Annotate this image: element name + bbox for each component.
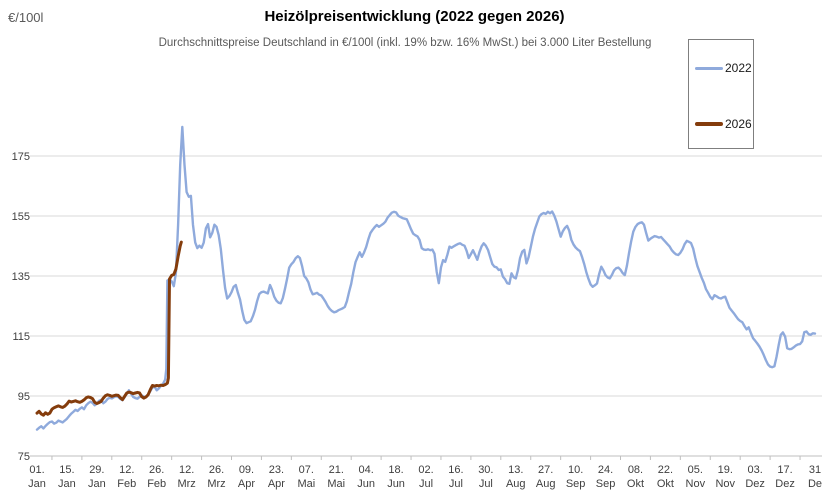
x-tick-label-month: Mai xyxy=(327,478,345,490)
x-tick-label-day: 29. xyxy=(89,464,104,476)
x-tick-label-day: 26. xyxy=(149,464,164,476)
x-tick-label-day: 04. xyxy=(359,464,374,476)
y-tick-label-135: 135 xyxy=(12,271,30,283)
x-tick-label-day: 21. xyxy=(329,464,344,476)
y-tick-label-175: 175 xyxy=(12,151,30,163)
y-tick-label-95: 95 xyxy=(18,391,30,403)
chart-title: Heizölpreisentwicklung (2022 gegen 2026) xyxy=(264,8,565,25)
x-tick-label-month: Jan xyxy=(58,478,76,490)
x-tick-label-day: 16. xyxy=(448,464,463,476)
x-tick-label-month: Jul xyxy=(449,478,463,490)
x-tick-label-day: 19. xyxy=(718,464,733,476)
x-tick-label-month: Aug xyxy=(506,478,526,490)
x-tick-label-month: Feb xyxy=(147,478,166,490)
x-tick-label-month: Mrz xyxy=(207,478,225,490)
x-tick-label-month: Mai xyxy=(297,478,315,490)
x-tick-label-month: Mrz xyxy=(177,478,195,490)
x-tick-label-month: Jan xyxy=(28,478,46,490)
x-tick-label-month: Jan xyxy=(88,478,106,490)
legend-line-sample-2022 xyxy=(695,66,723,70)
x-tick-label-day: 02. xyxy=(418,464,433,476)
x-tick-label-month: Feb xyxy=(117,478,136,490)
y-axis-labels: 75 95 115 135 155 175 xyxy=(12,151,30,463)
y-gridlines xyxy=(30,155,822,457)
x-tick-label-day: 30. xyxy=(478,464,493,476)
x-tick-label-month: Sep xyxy=(566,478,586,490)
y-tick-label-115: 115 xyxy=(12,331,30,343)
x-tick-label-month: Dez xyxy=(745,478,765,490)
legend-label-2026: 2026 xyxy=(725,117,752,131)
x-tick-label-month: Nov xyxy=(686,478,706,490)
legend-item-2026: 2026 xyxy=(695,117,752,131)
x-tick-label-day: 18. xyxy=(388,464,403,476)
legend-label-2022: 2022 xyxy=(725,61,752,75)
x-tick-label-month: Okt xyxy=(657,478,674,490)
series-line-2026 xyxy=(35,240,183,417)
x-tick-label-day: 12. xyxy=(119,464,134,476)
x-tick-label-day: 12. xyxy=(179,464,194,476)
legend: 2022 2026 xyxy=(688,39,754,149)
x-tick-label-day: 10. xyxy=(568,464,583,476)
x-tick-label-day: 22. xyxy=(658,464,673,476)
legend-line-sample-2026 xyxy=(695,122,723,126)
x-tick-label-month: Jun xyxy=(387,478,405,490)
x-tick-label-day: 24. xyxy=(598,464,613,476)
legend-item-2022: 2022 xyxy=(695,61,752,75)
x-tick-label-day: 08. xyxy=(628,464,643,476)
y-tick-label-75: 75 xyxy=(18,451,30,463)
x-tick-label-day: 09. xyxy=(239,464,254,476)
y-axis-unit-label: €/100l xyxy=(8,10,44,25)
x-tick-label-day: 15. xyxy=(59,464,74,476)
x-tick-label-month: Jul xyxy=(419,478,433,490)
x-tick-label-day: 01. xyxy=(29,464,44,476)
x-axis-ticks xyxy=(51,456,801,460)
x-tick-label-month: De xyxy=(808,478,822,490)
x-tick-label-month: Apr xyxy=(268,478,285,490)
x-tick-label-month: Sep xyxy=(596,478,616,490)
x-tick-label-day: 23. xyxy=(269,464,284,476)
x-tick-label-month: Nov xyxy=(715,478,735,490)
x-tick-label-month: Dez xyxy=(775,478,795,490)
chart-subtitle: Durchschnittspreise Deutschland in €/100… xyxy=(158,37,652,49)
x-tick-label-month: Apr xyxy=(238,478,255,490)
x-tick-label-month: Okt xyxy=(627,478,644,490)
x-tick-label-day: 27. xyxy=(538,464,553,476)
x-tick-label-month: Aug xyxy=(536,478,556,490)
x-tick-label-day: 13. xyxy=(508,464,523,476)
x-tick-label-day: 05. xyxy=(688,464,703,476)
x-tick-label-day: 07. xyxy=(299,464,314,476)
x-tick-label-month: Jun xyxy=(357,478,375,490)
x-axis-labels: 01. Jan 15. Jan 29. Jan 12. Feb 26. Feb 12. Mrz 26. M… xyxy=(28,464,822,490)
series-line-2022 xyxy=(35,125,817,431)
y-tick-label-155: 155 xyxy=(12,211,30,223)
x-tick-label-day: 17. xyxy=(777,464,792,476)
x-tick-label-month: Jul xyxy=(479,478,493,490)
x-tick-label-day: 31 xyxy=(809,464,821,476)
x-tick-label-day: 26. xyxy=(209,464,224,476)
x-tick-label-day: 03. xyxy=(748,464,763,476)
